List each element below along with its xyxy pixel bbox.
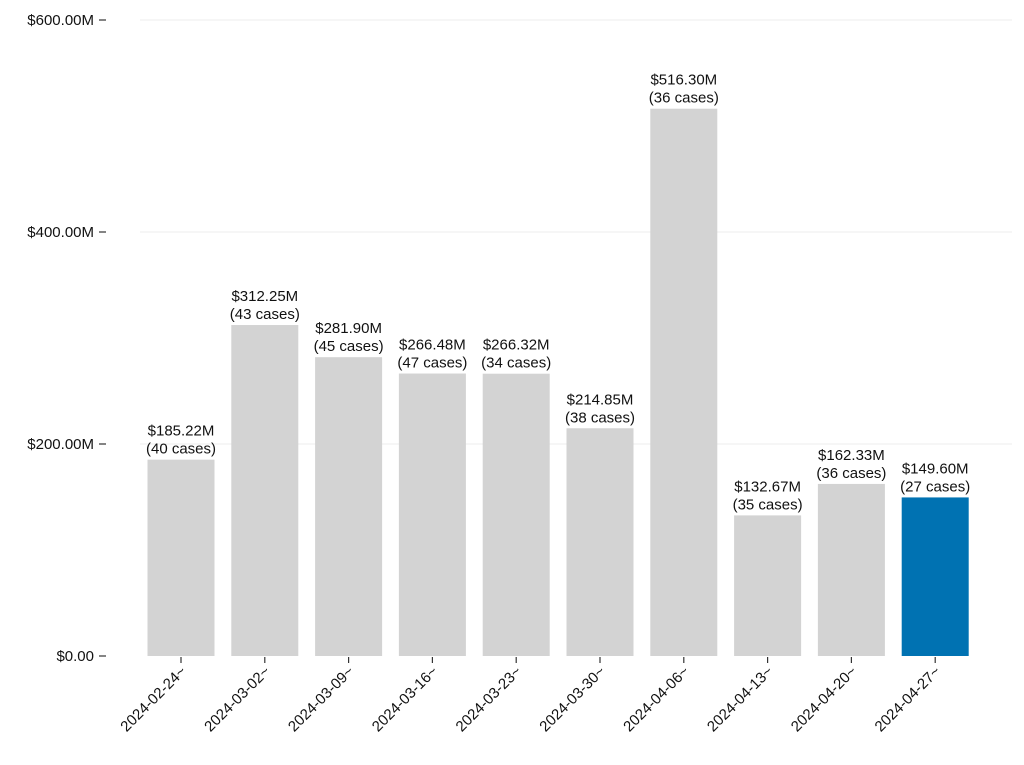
- x-tick-label: 2024-02-24~: [117, 663, 190, 736]
- bar-value-label: $281.90M: [315, 320, 382, 337]
- bar-case-label: (45 cases): [314, 338, 384, 355]
- bar-case-label: (40 cases): [146, 441, 216, 458]
- bar-value-label: $132.67M: [734, 478, 801, 495]
- x-tick-label: 2024-03-02~: [201, 663, 274, 736]
- bar: [231, 325, 299, 656]
- bar: [817, 483, 885, 656]
- x-tick-label: 2024-04-20~: [788, 663, 861, 736]
- bar-case-label: (36 cases): [816, 465, 886, 482]
- y-tick-label: $0.00: [56, 648, 94, 665]
- bar: [315, 357, 383, 656]
- x-tick-label: 2024-03-23~: [453, 663, 526, 736]
- bar-case-label: (47 cases): [397, 355, 467, 372]
- bar-case-label: (27 cases): [900, 478, 970, 495]
- bar-value-label: $162.33M: [818, 447, 885, 464]
- bar-value-label: $214.85M: [567, 391, 634, 408]
- y-tick-label: $200.00M: [27, 436, 94, 453]
- bar: [650, 108, 718, 657]
- x-tick-label: 2024-04-27~: [872, 663, 945, 736]
- x-tick-label: 2024-03-30~: [536, 663, 609, 736]
- bar-case-label: (36 cases): [649, 90, 719, 107]
- x-tick-label: 2024-03-09~: [285, 663, 358, 736]
- bar-case-label: (35 cases): [733, 496, 803, 513]
- x-axis: 2024-02-24~ 2024-03-02~ 2024-03-09~ 2024-03…: [117, 657, 944, 735]
- bar: [566, 428, 634, 656]
- bar: [482, 373, 550, 656]
- bar-value-label: $266.48M: [399, 337, 466, 354]
- bar-value-label: $185.22M: [148, 423, 215, 440]
- bars: [147, 108, 969, 657]
- bar-value-label: $516.30M: [650, 72, 717, 89]
- y-axis: $0.00 $200.00M $400.00M $600.00M: [27, 12, 106, 665]
- bar: [398, 373, 466, 656]
- x-tick-label: 2024-04-13~: [704, 663, 777, 736]
- bar-case-label: (38 cases): [565, 409, 635, 426]
- bar-value-label: $266.32M: [483, 337, 550, 354]
- bar: [901, 497, 969, 656]
- bar-case-label: (43 cases): [230, 306, 300, 323]
- bar: [734, 515, 802, 656]
- bar-labels: $185.22M(40 cases) $312.25M(43 cases) $281…: [146, 72, 970, 514]
- bar-value-label: $312.25M: [231, 288, 298, 305]
- x-tick-label: 2024-03-16~: [369, 663, 442, 736]
- y-tick-label: $400.00M: [27, 224, 94, 241]
- bar-case-label: (34 cases): [481, 355, 551, 372]
- bar: [147, 459, 215, 656]
- x-tick-label: 2024-04-06~: [620, 663, 693, 736]
- y-tick-label: $600.00M: [27, 12, 94, 29]
- bar-value-label: $149.60M: [902, 460, 969, 477]
